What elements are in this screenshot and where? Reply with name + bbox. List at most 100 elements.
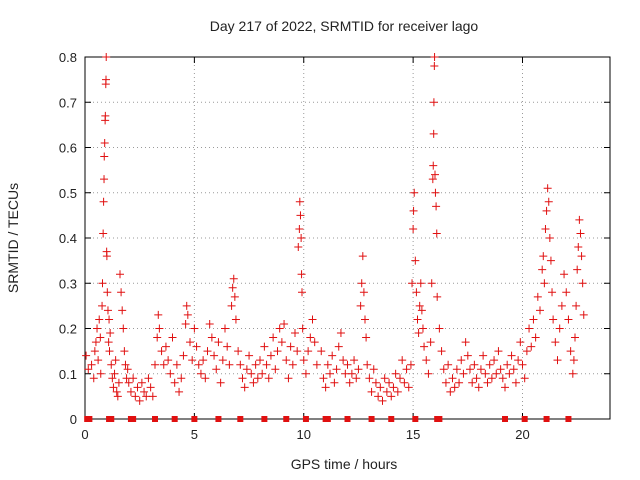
data-point xyxy=(431,188,440,197)
data-point xyxy=(411,256,420,265)
data-point xyxy=(100,138,109,147)
data-point xyxy=(571,333,579,342)
data-point xyxy=(573,265,582,274)
data-point xyxy=(555,324,564,333)
data-point xyxy=(418,324,427,333)
data-point xyxy=(126,387,135,396)
data-point xyxy=(304,347,313,356)
data-point xyxy=(354,365,363,374)
y-tick-label: 0.7 xyxy=(59,95,77,110)
data-point xyxy=(387,392,396,401)
data-point xyxy=(114,378,123,387)
data-point xyxy=(148,392,157,401)
data-point xyxy=(468,378,477,387)
data-point xyxy=(371,378,380,387)
data-point xyxy=(284,374,293,383)
data-point xyxy=(100,175,109,184)
data-point xyxy=(470,360,479,369)
data-point xyxy=(472,374,481,383)
data-point xyxy=(295,197,304,206)
data-point xyxy=(330,378,339,387)
data-point xyxy=(249,378,258,387)
zero-level-point xyxy=(191,416,198,422)
x-tick-label: 20 xyxy=(515,427,529,442)
data-point xyxy=(352,374,361,383)
data-point xyxy=(293,347,302,356)
data-point xyxy=(275,324,284,333)
data-point xyxy=(155,324,164,333)
data-point xyxy=(182,301,191,310)
data-point xyxy=(168,333,177,342)
zero-level-point xyxy=(237,416,244,422)
data-point xyxy=(135,396,144,405)
data-point xyxy=(414,329,423,338)
x-axis-label: GPS time / hours xyxy=(291,456,398,472)
data-point xyxy=(487,374,496,383)
data-point xyxy=(183,310,192,319)
data-point xyxy=(444,360,453,369)
data-point xyxy=(280,319,289,328)
data-point xyxy=(262,360,271,369)
data-point xyxy=(549,315,558,324)
data-point xyxy=(190,324,199,333)
data-point xyxy=(294,243,303,252)
data-point xyxy=(463,351,472,360)
data-point xyxy=(89,374,98,383)
data-point xyxy=(170,378,179,387)
data-point xyxy=(413,315,422,324)
data-point xyxy=(225,360,234,369)
data-point xyxy=(105,347,114,356)
data-point xyxy=(94,356,103,365)
data-point xyxy=(299,356,308,365)
data-point xyxy=(389,383,398,392)
data-point xyxy=(536,306,544,315)
data-point xyxy=(196,369,205,378)
data-point xyxy=(391,369,400,378)
data-point xyxy=(212,365,221,374)
data-point xyxy=(131,392,140,401)
data-point xyxy=(310,338,319,347)
data-point xyxy=(221,324,229,333)
data-point xyxy=(117,288,126,297)
data-point xyxy=(201,374,210,383)
data-point xyxy=(430,53,439,61)
zero-level-point xyxy=(261,416,268,422)
data-point xyxy=(317,347,326,356)
data-point xyxy=(240,383,249,392)
data-point xyxy=(133,383,142,392)
data-point xyxy=(505,369,514,378)
zero-level-point xyxy=(436,416,443,422)
data-point xyxy=(179,351,188,360)
data-point xyxy=(121,360,130,369)
data-point xyxy=(574,243,583,252)
data-point xyxy=(203,347,212,356)
data-point xyxy=(112,387,121,396)
data-point xyxy=(546,256,555,265)
data-point xyxy=(402,365,411,374)
data-point xyxy=(359,288,368,297)
y-tick-label: 0.5 xyxy=(59,186,77,201)
data-point xyxy=(273,347,282,356)
data-point xyxy=(84,365,93,374)
data-point xyxy=(321,383,330,392)
data-point xyxy=(146,383,155,392)
data-point xyxy=(551,338,560,347)
data-point xyxy=(172,360,181,369)
data-point xyxy=(166,369,175,378)
y-axis-label: SRMTID / TECUs xyxy=(5,183,21,293)
data-point xyxy=(214,338,223,347)
data-point xyxy=(111,356,120,365)
data-point xyxy=(514,356,523,365)
data-point xyxy=(363,360,372,369)
data-point xyxy=(494,347,503,356)
data-point xyxy=(95,315,104,324)
data-point xyxy=(282,356,291,365)
data-point xyxy=(236,360,245,369)
chart-title: Day 217 of 2022, SRMTID for receiver lag… xyxy=(210,18,479,34)
data-point xyxy=(435,324,444,333)
data-point xyxy=(260,342,269,351)
data-point xyxy=(431,170,439,179)
data-point xyxy=(245,351,254,360)
data-point xyxy=(509,365,518,374)
data-point xyxy=(277,338,286,347)
